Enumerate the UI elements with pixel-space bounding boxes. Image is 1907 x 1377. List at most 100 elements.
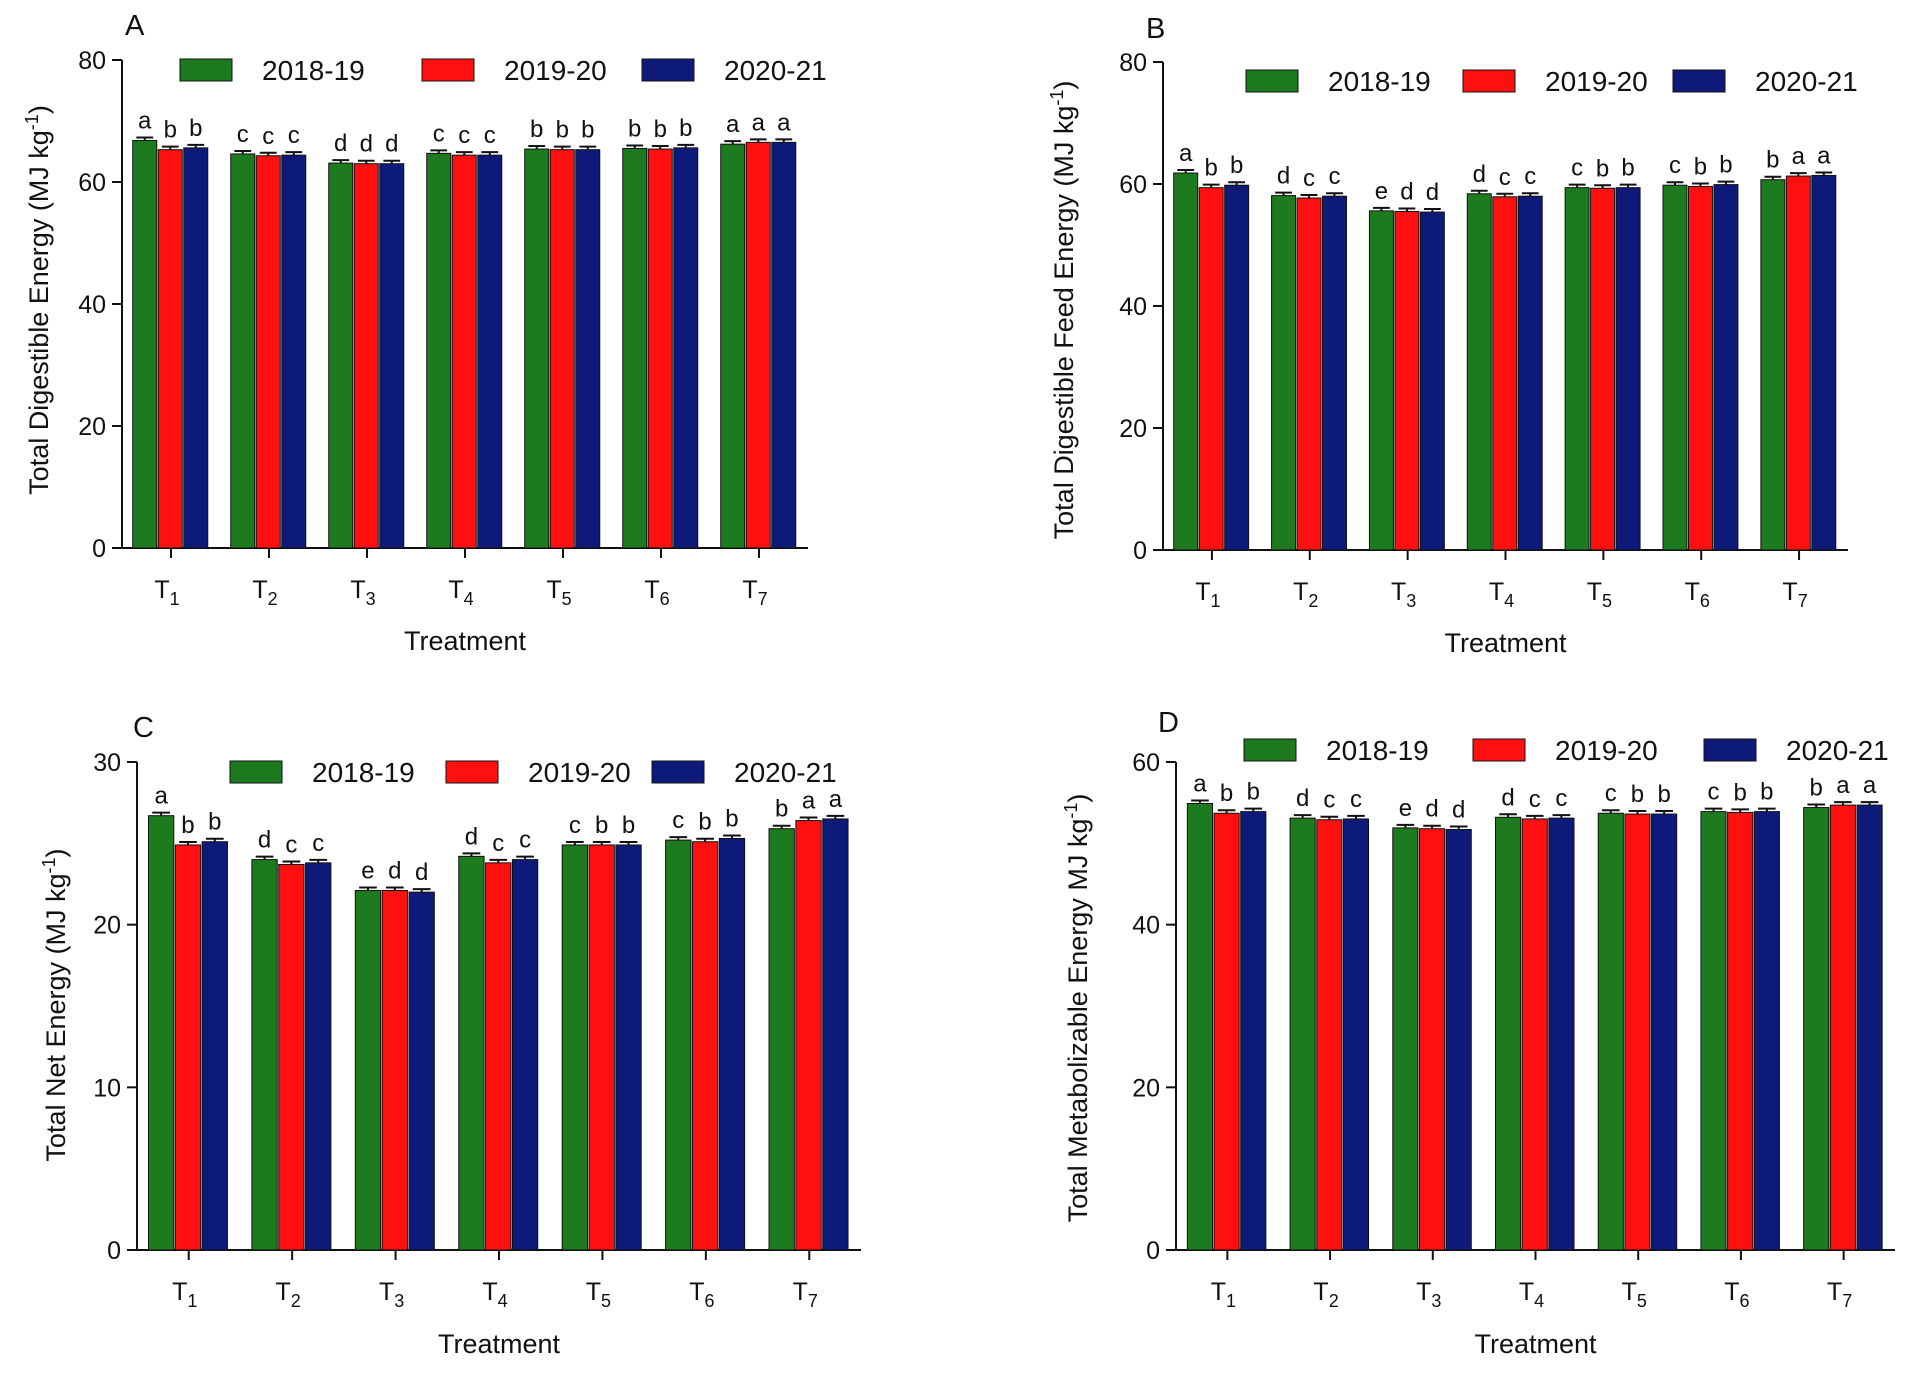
bar-2020-21-T4 <box>1548 817 1575 1251</box>
bar-2019-20-T3 <box>1394 210 1420 551</box>
bar-2020-21-T5 <box>615 844 642 1251</box>
significance-letter: c <box>1669 152 1681 179</box>
significance-letter: b <box>556 117 569 144</box>
significance-letter: c <box>1350 786 1362 813</box>
significance-letter: a <box>777 109 791 136</box>
significance-letter: c <box>312 830 324 857</box>
bar-2020-21-T5 <box>575 149 601 549</box>
x-tick-label: T7 <box>742 576 767 609</box>
significance-letter: b <box>698 809 711 836</box>
significance-letter: a <box>1792 143 1806 170</box>
significance-letter: d <box>388 858 401 885</box>
panel-letter: A <box>125 10 145 42</box>
significance-letter: a <box>1193 770 1207 797</box>
y-axis-label: Total Digestible Feed Energy (MJ kg-1) <box>1047 81 1079 540</box>
x-tick-label: T5 <box>1587 578 1612 611</box>
significance-letter: b <box>1220 780 1233 807</box>
significance-letter: b <box>181 812 194 839</box>
significance-letter: e <box>1375 178 1388 205</box>
significance-letter: b <box>1204 155 1217 182</box>
significance-letter: c <box>262 123 274 150</box>
significance-letter: a <box>726 111 740 138</box>
significance-letter: c <box>285 831 297 858</box>
x-tick-label: T6 <box>644 576 669 609</box>
panel-letter: C <box>133 712 154 744</box>
significance-letter: d <box>1452 797 1465 824</box>
bar-2019-20-T7 <box>745 141 771 549</box>
bar-2019-20-T5 <box>549 149 575 549</box>
legend-swatch <box>229 760 283 784</box>
bar-2019-20-T7 <box>795 820 822 1251</box>
bar-2019-20-T2 <box>278 863 305 1251</box>
significance-letter: d <box>258 827 271 854</box>
bar-2018-19-T2 <box>1271 195 1297 551</box>
legend-label: 2019-20 <box>1555 735 1658 766</box>
significance-letter: a <box>829 786 843 813</box>
legend-label: 2018-19 <box>1328 66 1431 97</box>
y-axis-label: Total Net Energy (MJ kg-1) <box>39 848 71 1161</box>
bar-2018-19-T7 <box>1803 807 1830 1251</box>
x-axis-label: Treatment <box>404 626 527 656</box>
y-axis-label: Total Digestible Energy (MJ kg-1) <box>22 105 54 495</box>
significance-letter: a <box>1179 140 1193 167</box>
significance-letter: d <box>415 859 428 886</box>
bar-2018-19-T6 <box>665 839 692 1251</box>
bar-2020-21-T2 <box>281 154 307 549</box>
x-tick-label: T4 <box>482 1278 507 1311</box>
significance-letter: c <box>1708 779 1720 806</box>
y-tick-label: 80 <box>1119 49 1147 77</box>
bar-2020-21-T3 <box>379 163 405 549</box>
significance-letter: b <box>1657 781 1670 808</box>
significance-letter: c <box>672 807 684 834</box>
bar-2019-20-T4 <box>1492 196 1518 551</box>
significance-letter: b <box>1596 155 1609 182</box>
significance-letter: d <box>1501 784 1514 811</box>
bar-2020-21-T3 <box>1445 829 1472 1251</box>
legend-swatch <box>179 58 233 82</box>
significance-letter: c <box>1303 165 1315 192</box>
bar-2018-19-T6 <box>622 147 648 549</box>
significance-letter: a <box>1836 772 1850 799</box>
bar-2018-19-T2 <box>1289 817 1316 1251</box>
legend-swatch <box>445 760 499 784</box>
x-tick-label: T3 <box>1391 578 1416 611</box>
x-tick-label: T4 <box>448 576 473 609</box>
significance-letter: c <box>433 120 445 147</box>
significance-letter: d <box>385 131 398 158</box>
significance-letter: b <box>1694 153 1707 180</box>
bar-2020-21-T6 <box>1753 811 1780 1251</box>
bar-2020-21-T4 <box>511 859 539 1251</box>
x-tick-label: T1 <box>1211 1278 1236 1311</box>
bar-2018-19-T4 <box>458 855 485 1251</box>
significance-letter: a <box>138 108 152 135</box>
bar-2020-21-T2 <box>1342 818 1370 1251</box>
x-tick-label: T1 <box>1195 578 1220 611</box>
legend-swatch <box>1472 738 1526 762</box>
bar-2020-21-T5 <box>1615 187 1641 551</box>
y-tick-label: 0 <box>1146 1237 1160 1265</box>
significance-letter: d <box>1425 796 1438 823</box>
bar-2019-20-T1 <box>174 844 202 1251</box>
y-tick-label: 30 <box>93 749 121 777</box>
y-tick-label: 60 <box>1132 749 1160 777</box>
bar-2019-20-T5 <box>588 844 615 1251</box>
significance-letter: d <box>1473 161 1486 188</box>
significance-letter: e <box>1399 795 1412 822</box>
bar-2019-20-T6 <box>647 148 673 549</box>
y-tick-label: 0 <box>92 535 106 563</box>
bar-2018-19-T5 <box>561 844 589 1251</box>
significance-letter: b <box>725 805 738 832</box>
bar-2019-20-T2 <box>1316 819 1343 1251</box>
significance-letter: a <box>752 109 766 136</box>
significance-letter: a <box>802 788 816 815</box>
x-tick-label: T2 <box>1313 1278 1338 1311</box>
y-tick-label: 80 <box>78 47 106 75</box>
significance-letter: b <box>1621 155 1634 182</box>
bar-2019-20-T4 <box>451 154 477 549</box>
bar-2019-20-T5 <box>1624 813 1651 1251</box>
significance-letter: b <box>1810 775 1823 802</box>
